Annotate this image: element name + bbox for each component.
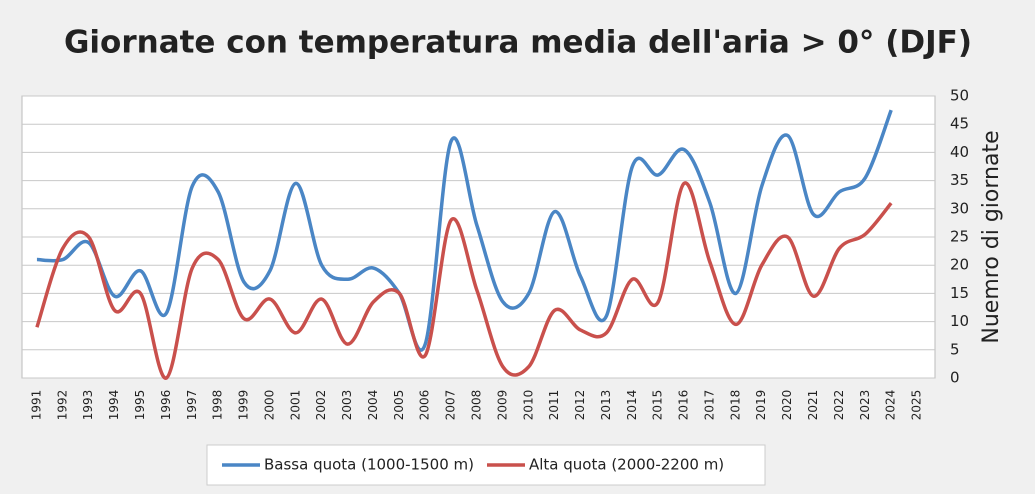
x-tick-label: 2023: [858, 390, 872, 421]
y-tick-label: 30: [950, 199, 969, 217]
legend: [206, 444, 766, 486]
x-tick-label: 2013: [599, 390, 613, 421]
x-tick-label: 2022: [832, 390, 846, 421]
y-tick-label: 15: [950, 284, 969, 302]
series-line: [36, 109, 893, 352]
x-tick-label: 2018: [728, 390, 742, 421]
x-tick-label: 2016: [677, 390, 691, 421]
legend-label: Bassa quota (1000-1500 m): [264, 456, 474, 474]
y-tick-label: 50: [950, 87, 969, 105]
x-tick-label: 1992: [55, 390, 69, 421]
series-line: [35, 181, 893, 380]
x-tick-label: 2008: [470, 390, 484, 421]
x-tick-label: 1998: [211, 390, 225, 421]
y-tick-label: 5: [950, 340, 960, 358]
chart-title: Giornate con temperatura media dell'aria…: [64, 25, 972, 61]
x-tick-label: 1993: [81, 390, 95, 421]
x-tick-label: 2001: [288, 390, 302, 421]
x-tick-label: 2010: [521, 390, 535, 421]
y-tick-label: 35: [950, 171, 969, 189]
x-tick-label: 2025: [910, 390, 924, 421]
x-tick-label: 2014: [625, 390, 639, 421]
x-tick-label: 2019: [754, 390, 768, 421]
x-tick-label: 2007: [444, 390, 458, 421]
x-tick-label: 2009: [495, 390, 509, 421]
x-tick-label: 2017: [702, 390, 716, 421]
x-tick-label: 2006: [418, 390, 432, 421]
x-tick-label: 2005: [392, 390, 406, 421]
x-tick-label: 2024: [884, 390, 898, 421]
y-tick-label: 0: [950, 369, 960, 387]
x-tick-label: 1994: [107, 390, 121, 421]
y-tick-label: 10: [950, 312, 969, 330]
x-tick-label: 2012: [573, 390, 587, 421]
legend-label: Alta quota (2000-2200 m): [529, 456, 724, 474]
y-tick-label: 40: [950, 143, 969, 161]
y-tick-label: 20: [950, 256, 969, 274]
x-tick-label: 2002: [314, 390, 328, 421]
x-tick-label: 1999: [237, 390, 251, 421]
y-tick-label: 45: [950, 115, 969, 133]
x-tick-label: 1997: [185, 390, 199, 421]
x-tick-label: 1996: [159, 390, 173, 421]
y-tick-label: 25: [950, 228, 969, 246]
y-axis-label: Nuemro di giornate: [979, 130, 1004, 343]
x-tick-label: 2011: [547, 390, 561, 421]
x-tick-label: 2021: [806, 390, 820, 421]
x-tick-label: 2003: [340, 390, 354, 421]
x-tick-label: 2015: [651, 390, 665, 421]
x-tick-label: 1991: [29, 390, 43, 421]
x-tick-label: 2004: [366, 390, 380, 421]
x-tick-label: 1995: [133, 390, 147, 421]
x-tick-label: 2000: [262, 390, 276, 421]
x-tick-label: 2020: [780, 390, 794, 421]
